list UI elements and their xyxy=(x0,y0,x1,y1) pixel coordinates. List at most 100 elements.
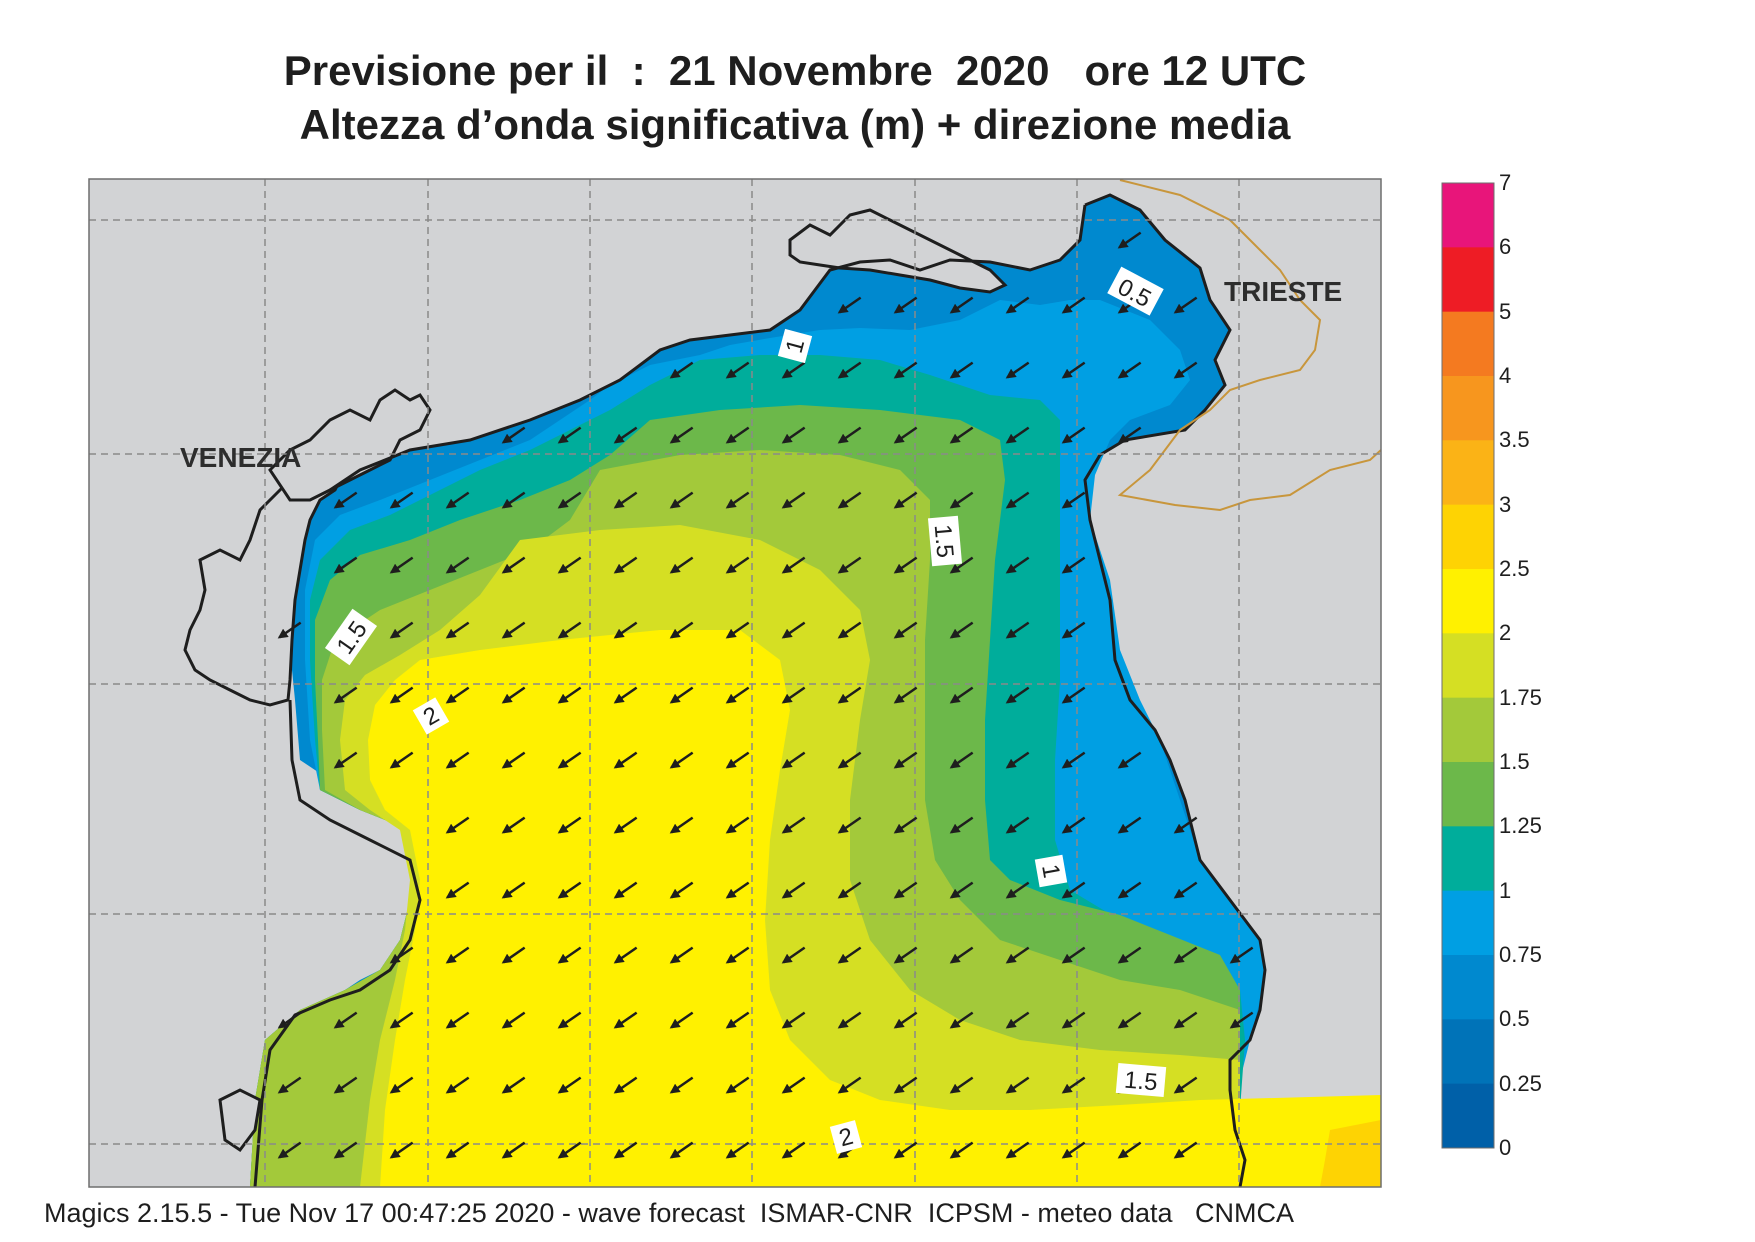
legend-tick-label: 0.75 xyxy=(1499,942,1542,967)
wave-direction-arrow xyxy=(837,816,862,834)
wave-direction-arrow xyxy=(333,491,358,509)
wave-direction-arrow xyxy=(445,946,470,964)
wave-direction-arrow xyxy=(1173,1076,1198,1094)
legend-swatch xyxy=(1442,762,1494,827)
contour-label: 2 xyxy=(829,1120,863,1154)
wave-direction-arrow xyxy=(1005,361,1030,379)
wave-direction-arrow xyxy=(1061,816,1086,834)
wave-direction-arrow xyxy=(557,881,582,899)
wave-direction-arrow xyxy=(725,361,750,379)
wave-direction-arrow xyxy=(1005,491,1030,509)
wave-direction-arrow xyxy=(1005,816,1030,834)
wave-direction-arrow xyxy=(333,1011,358,1029)
legend-tick-label: 2 xyxy=(1499,620,1512,646)
legend-swatch xyxy=(1442,955,1494,1020)
wave-direction-arrow xyxy=(949,1076,974,1094)
wave-direction-arrow xyxy=(389,946,414,964)
wave-direction-arrow xyxy=(613,491,638,509)
wave-direction-arrow xyxy=(445,881,470,899)
footer-credits: Magics 2.15.5 - Tue Nov 17 00:47:25 2020… xyxy=(44,1198,1295,1228)
wave-direction-arrow xyxy=(949,621,974,639)
wave-direction-arrow xyxy=(669,361,694,379)
legend-swatch xyxy=(1442,1019,1494,1085)
wave-direction-arrow xyxy=(1061,621,1086,639)
wave-direction-arrow xyxy=(725,1141,750,1159)
wave-direction-arrow xyxy=(893,751,918,769)
wave-direction-arrow xyxy=(277,1141,302,1159)
wave-direction-arrow xyxy=(1005,686,1030,704)
wave-direction-arrow xyxy=(669,751,694,769)
wave-direction-arrow xyxy=(949,426,974,444)
wave-direction-arrow xyxy=(389,1076,414,1094)
wave-direction-arrow xyxy=(669,686,694,704)
wave-direction-arrow xyxy=(669,556,694,574)
legend-tick-label: 5 xyxy=(1499,298,1512,324)
wave-direction-arrow xyxy=(781,426,806,444)
legend-swatch xyxy=(1442,1083,1494,1149)
wave-direction-arrow xyxy=(893,426,918,444)
wave-direction-arrow xyxy=(445,816,470,834)
wave-direction-arrow xyxy=(501,491,526,509)
wave-field-3-3.5 xyxy=(1320,1120,1381,1187)
legend-swatch xyxy=(1442,504,1494,570)
wave-direction-arrow xyxy=(1061,881,1086,899)
legend-tick-label: 1.75 xyxy=(1499,684,1542,710)
title-line-2: Altezza d’onda significativa (m) + direz… xyxy=(299,101,1291,148)
wave-direction-arrow xyxy=(949,751,974,769)
wave-direction-arrow xyxy=(669,1076,694,1094)
wave-direction-arrow xyxy=(893,361,918,379)
wave-direction-arrow xyxy=(613,1076,638,1094)
wave-direction-arrow xyxy=(669,946,694,964)
wave-direction-arrow xyxy=(1005,1141,1030,1159)
wave-direction-arrow xyxy=(557,491,582,509)
wave-direction-arrow xyxy=(501,946,526,964)
wave-direction-arrow xyxy=(613,1141,638,1159)
coastline-east xyxy=(1083,193,1267,1187)
wave-direction-arrow xyxy=(1061,686,1086,704)
legend-swatch xyxy=(1442,311,1494,377)
wave-direction-arrow xyxy=(1061,491,1086,509)
legend-tick-label: 0 xyxy=(1499,1135,1512,1160)
wave-direction-arrow xyxy=(725,1011,750,1029)
marano-lagoon-land xyxy=(788,208,1008,294)
legend-swatch xyxy=(1442,247,1494,313)
contour-label: 1 xyxy=(1034,854,1068,888)
wave-direction-arrow xyxy=(837,491,862,509)
wave-direction-arrow xyxy=(669,426,694,444)
wave-direction-arrow xyxy=(949,491,974,509)
wave-direction-arrow xyxy=(501,816,526,834)
wave-direction-arrow xyxy=(725,426,750,444)
wave-direction-arrow xyxy=(613,751,638,769)
wave-direction-arrow xyxy=(949,1011,974,1029)
legend-tick-label: 1.5 xyxy=(1499,749,1530,774)
legend-swatch xyxy=(1442,183,1494,248)
wave-direction-arrow xyxy=(1173,946,1198,964)
wave-direction-arrow xyxy=(277,621,302,639)
wave-direction-arrow xyxy=(837,621,862,639)
wave-direction-arrow xyxy=(1117,231,1142,249)
wave-direction-arrow xyxy=(893,946,918,964)
wave-direction-arrow xyxy=(949,686,974,704)
wave-direction-arrow xyxy=(893,491,918,509)
wave-direction-arrow xyxy=(445,1076,470,1094)
wave-direction-arrow xyxy=(893,686,918,704)
wave-direction-arrow xyxy=(557,946,582,964)
wave-direction-arrow xyxy=(277,1076,302,1094)
wave-direction-arrow xyxy=(1229,946,1254,964)
wave-direction-arrow xyxy=(893,1141,918,1159)
wave-direction-arrow xyxy=(1061,1141,1086,1159)
legend-swatch xyxy=(1442,569,1494,634)
wave-direction-arrow xyxy=(613,1011,638,1029)
wave-direction-arrow xyxy=(389,491,414,509)
wave-direction-arrow xyxy=(613,816,638,834)
south-delta-land xyxy=(218,1088,262,1153)
wave-direction-arrow xyxy=(837,556,862,574)
wave-direction-arrow xyxy=(1005,946,1030,964)
wave-direction-arrow xyxy=(445,491,470,509)
wave-direction-arrow xyxy=(1173,1141,1198,1159)
wave-direction-arrow xyxy=(669,816,694,834)
contour-label: 1 xyxy=(777,328,813,364)
wave-direction-arrow xyxy=(557,1141,582,1159)
wave-direction-arrow xyxy=(1117,426,1142,444)
legend-swatch xyxy=(1442,890,1494,956)
